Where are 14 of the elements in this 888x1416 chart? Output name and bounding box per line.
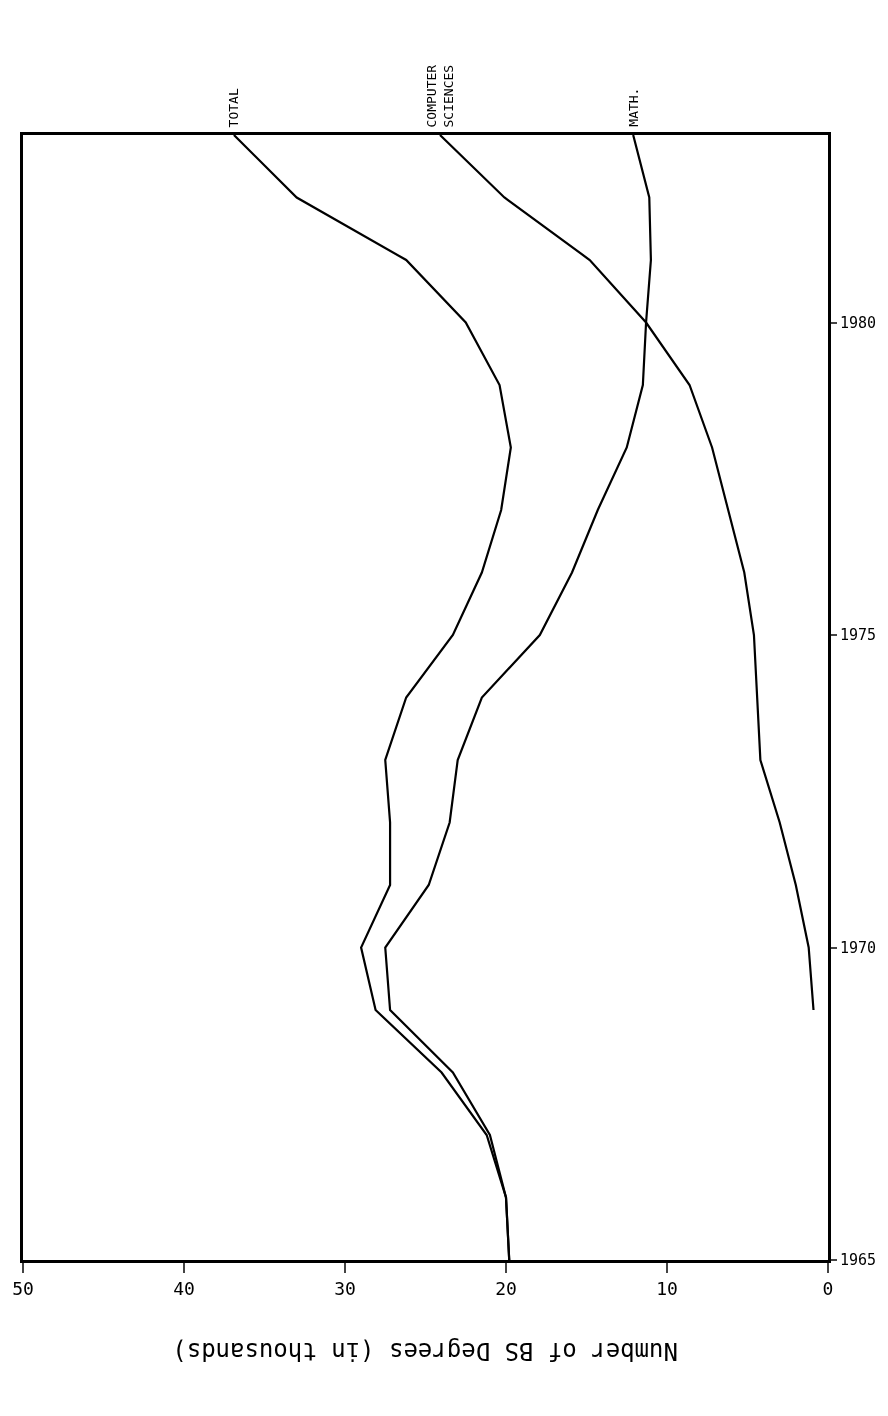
x-tick-label: 20	[495, 1277, 517, 1299]
x-tick-label: 30	[334, 1277, 356, 1299]
x-axis-title: Number of BS Degrees (in thousands)	[172, 1336, 678, 1365]
x-tick-label: 10	[656, 1277, 678, 1299]
y-tick-label: 1980	[840, 313, 877, 332]
text: TOTAL	[226, 88, 242, 128]
x-tick-label: 0	[822, 1277, 834, 1299]
y-tick-label: 1965	[840, 1251, 877, 1270]
y-tick-label: 1975	[840, 626, 877, 645]
x-tick-label: 40	[173, 1277, 195, 1299]
text: MATH.	[625, 87, 641, 127]
y-tick-label: 1970	[840, 938, 877, 957]
text: COMPUTER SCIENCES	[424, 64, 457, 128]
x-tick-label: 50	[12, 1277, 34, 1299]
